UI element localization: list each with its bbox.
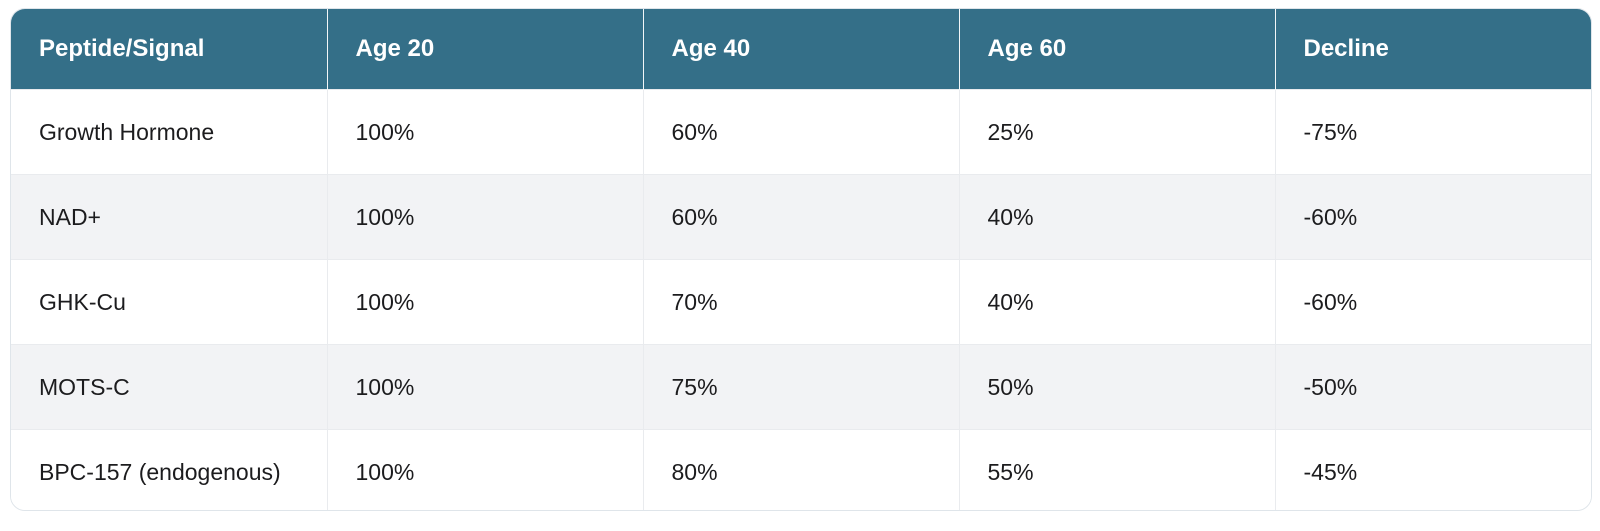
cell-peptide-name: GHK-Cu: [11, 259, 328, 345]
cell-peptide-name: Growth Hormone: [11, 89, 328, 175]
peptide-decline-table-container: Peptide/Signal Age 20 Age 40 Age 60 Decl…: [10, 8, 1592, 511]
cell-age-40-value: 80%: [643, 429, 960, 510]
table-row-nad: NAD+ 100% 60% 40% -60%: [11, 174, 1591, 260]
column-header-age-40: Age 40: [643, 9, 960, 90]
cell-decline-value: -60%: [1275, 174, 1591, 260]
cell-age-20-value: 100%: [327, 174, 644, 260]
table-row-growth-hormone: Growth Hormone 100% 60% 25% -75%: [11, 89, 1591, 175]
table-row-bpc-157: BPC-157 (endogenous) 100% 80% 55% -45%: [11, 429, 1591, 510]
column-header-peptide-signal: Peptide/Signal: [11, 9, 328, 90]
header-row: Peptide/Signal Age 20 Age 40 Age 60 Decl…: [11, 9, 1591, 90]
cell-age-40-value: 75%: [643, 344, 960, 430]
peptide-decline-table: Peptide/Signal Age 20 Age 40 Age 60 Decl…: [11, 9, 1591, 510]
column-header-age-20: Age 20: [327, 9, 644, 90]
cell-age-20-value: 100%: [327, 344, 644, 430]
cell-age-60-value: 50%: [959, 344, 1276, 430]
cell-peptide-name: MOTS-C: [11, 344, 328, 430]
cell-decline-value: -50%: [1275, 344, 1591, 430]
cell-peptide-name: NAD+: [11, 174, 328, 260]
cell-decline-value: -60%: [1275, 259, 1591, 345]
cell-peptide-name: BPC-157 (endogenous): [11, 429, 328, 510]
cell-age-20-value: 100%: [327, 259, 644, 345]
cell-age-60-value: 25%: [959, 89, 1276, 175]
cell-age-40-value: 60%: [643, 174, 960, 260]
column-header-decline: Decline: [1275, 9, 1591, 90]
table-row-mots-c: MOTS-C 100% 75% 50% -50%: [11, 344, 1591, 430]
column-header-age-60: Age 60: [959, 9, 1276, 90]
cell-age-40-value: 70%: [643, 259, 960, 345]
cell-decline-value: -45%: [1275, 429, 1591, 510]
cell-age-40-value: 60%: [643, 89, 960, 175]
cell-age-20-value: 100%: [327, 429, 644, 510]
cell-age-60-value: 40%: [959, 259, 1276, 345]
table-body: Growth Hormone 100% 60% 25% -75% NAD+ 10…: [11, 89, 1591, 510]
table-row-ghk-cu: GHK-Cu 100% 70% 40% -60%: [11, 259, 1591, 345]
cell-age-20-value: 100%: [327, 89, 644, 175]
cell-age-60-value: 40%: [959, 174, 1276, 260]
cell-decline-value: -75%: [1275, 89, 1591, 175]
table-header: Peptide/Signal Age 20 Age 40 Age 60 Decl…: [11, 9, 1591, 90]
cell-age-60-value: 55%: [959, 429, 1276, 510]
